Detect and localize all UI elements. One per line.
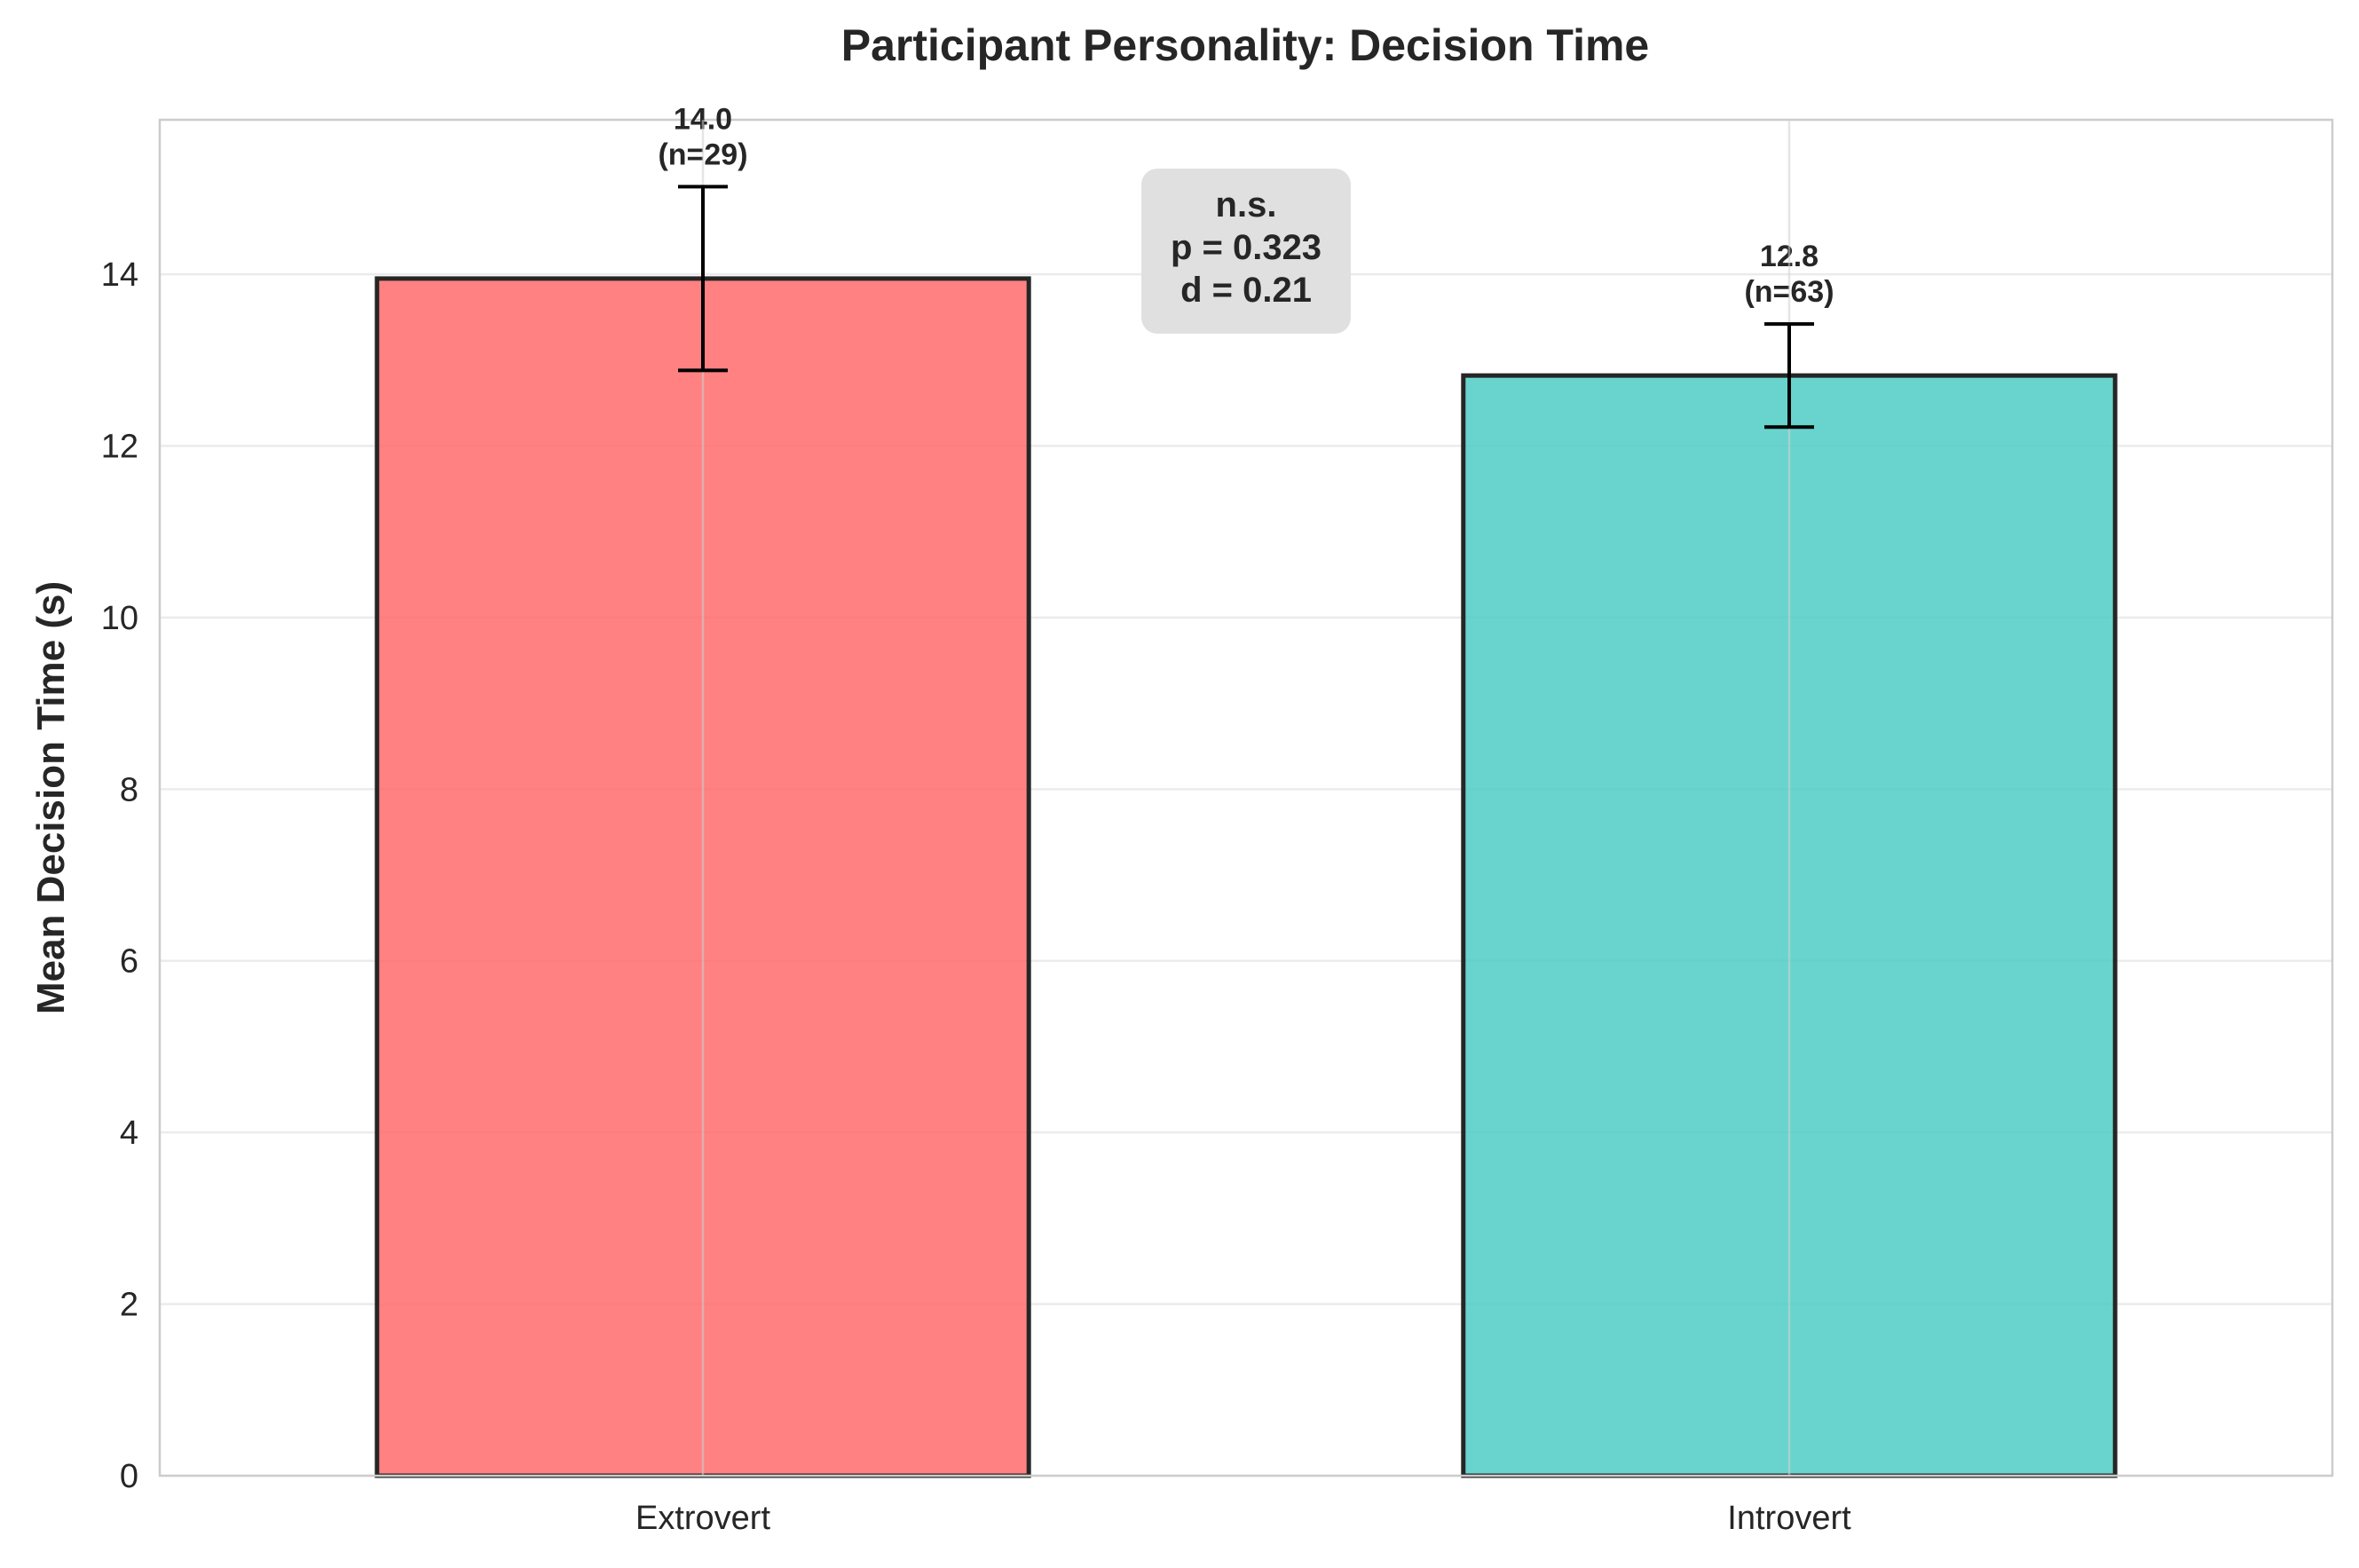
y-tick-label: 14 [101, 256, 138, 294]
stats-annotation-line: d = 0.21 [1180, 271, 1312, 310]
plot-frame [158, 118, 2334, 1477]
stats-annotation-line: p = 0.323 [1171, 228, 1322, 267]
axes: 0 2 4 6 8 10 12 14 Extrovert Introvert [101, 118, 2334, 1537]
x-tick-label: Introvert [1727, 1500, 1851, 1537]
y-tick-label: 12 [101, 428, 138, 465]
stats-annotation-box [1141, 169, 1351, 334]
chart-title: Participant Personality: Decision Time [841, 20, 1649, 70]
x-tick-label: Extrovert [635, 1500, 770, 1537]
y-tick-label: 4 [120, 1115, 138, 1152]
y-tick-label: 0 [120, 1458, 138, 1495]
stats-annotation-line: n.s. [1216, 185, 1277, 225]
y-tick-label: 6 [120, 943, 138, 981]
y-axis-label: Mean Decision Time (s) [29, 581, 73, 1014]
y-tick-label: 8 [120, 771, 138, 808]
error-bars [678, 185, 1814, 429]
y-tick-label: 2 [120, 1287, 138, 1324]
y-tick-label: 10 [101, 600, 138, 637]
